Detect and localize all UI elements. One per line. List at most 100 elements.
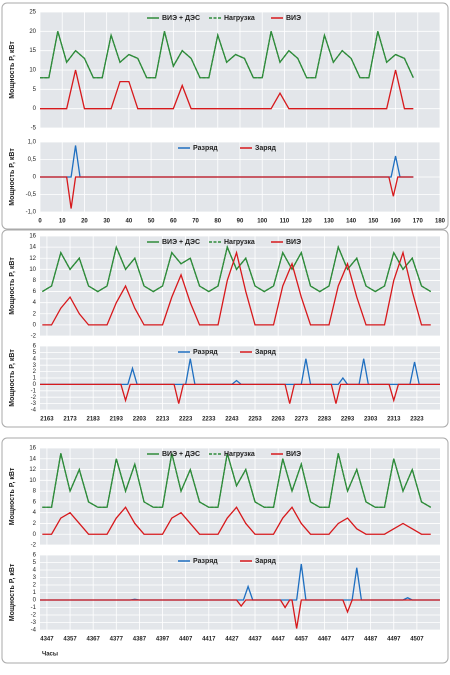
- legend-label: Заряд: [255, 349, 277, 356]
- y-tick-label: -3: [31, 401, 37, 407]
- y-tick-label: 6: [33, 344, 37, 350]
- x-tick-label: 70: [192, 219, 199, 225]
- x-tick-label: 2253: [248, 417, 262, 423]
- series-line: [40, 69, 414, 110]
- x-tick-label: 4487: [364, 637, 378, 643]
- plot-area: [40, 236, 440, 336]
- y-tick-label: 10: [29, 478, 36, 484]
- y-tick-label: 0: [33, 382, 37, 388]
- x-tick-label: 4497: [387, 637, 401, 643]
- x-tick-label: 130: [324, 219, 335, 225]
- y-tick-label: 4: [33, 568, 37, 574]
- y-tick-label: -0,5: [26, 192, 37, 198]
- y-tick-label: 10: [29, 267, 36, 273]
- x-axis-label: Часы: [42, 652, 58, 658]
- y-tick-label: 2: [33, 583, 37, 589]
- y-tick-label: 14: [29, 245, 36, 251]
- x-tick-label: 2303: [364, 417, 378, 423]
- y-tick-label: 0,5: [28, 157, 37, 163]
- y-tick-label: 10: [29, 68, 36, 74]
- y-tick-label: 12: [29, 467, 36, 473]
- x-tick-label: 170: [413, 219, 424, 225]
- y-tick-label: 6: [33, 553, 37, 559]
- x-tick-label: 2283: [318, 417, 332, 423]
- x-tick-label: 20: [81, 219, 88, 225]
- y-axis-label: Мощность P, кВт: [9, 467, 16, 525]
- y-tick-label: 0: [33, 598, 37, 604]
- x-tick-label: 4357: [63, 637, 77, 643]
- x-tick-label: 4437: [248, 637, 262, 643]
- series-line: [42, 250, 431, 326]
- legend-label: ВИЭ: [286, 15, 301, 22]
- series-line: [41, 245, 432, 293]
- series-line: [40, 599, 440, 629]
- y-tick-label: -1: [31, 605, 37, 611]
- x-tick-label: 2263: [271, 417, 285, 423]
- y-tick-label: 0: [33, 106, 37, 112]
- y-tick-label: 0: [33, 532, 37, 538]
- series-line: [42, 453, 432, 508]
- x-tick-label: 110: [280, 219, 290, 225]
- x-tick-label: 2163: [40, 417, 54, 423]
- x-tick-label: 4417: [202, 637, 216, 643]
- y-tick-label: -2: [31, 613, 37, 619]
- legend-label: Разряд: [193, 558, 218, 565]
- legend-label: Разряд: [193, 349, 218, 356]
- legend-label: ВИЭ + ДЭС: [162, 239, 200, 246]
- y-axis-label: Мощность P, кВт: [9, 41, 16, 99]
- y-tick-label: -5: [31, 126, 37, 132]
- legend-label: ВИЭ: [286, 239, 301, 246]
- y-tick-label: 6: [33, 499, 37, 505]
- legend-label: Разряд: [193, 145, 218, 152]
- y-axis-label: Мощность P, кВт: [9, 349, 16, 407]
- x-tick-label: 180: [435, 219, 446, 225]
- y-tick-label: 3: [33, 363, 37, 369]
- y-tick-label: 8: [33, 489, 37, 495]
- x-tick-label: 0: [38, 219, 42, 225]
- y-axis-label: Мощность P, кВт: [9, 257, 16, 315]
- y-tick-label: 5: [33, 560, 37, 566]
- legend-label: Заряд: [255, 145, 277, 152]
- legend-label: ВИЭ + ДЭС: [162, 15, 200, 22]
- x-tick-label: 4477: [341, 637, 355, 643]
- series-line: [40, 383, 440, 404]
- plot-area: [40, 448, 440, 545]
- x-tick-label: 2293: [341, 417, 355, 423]
- y-tick-label: -4: [31, 408, 37, 414]
- y-tick-label: 1: [33, 590, 37, 596]
- x-tick-label: 4397: [156, 637, 170, 643]
- y-tick-label: -2: [31, 334, 37, 340]
- y-tick-label: 0: [33, 175, 37, 181]
- x-tick-label: 120: [302, 219, 313, 225]
- series-line: [40, 176, 414, 209]
- x-tick-label: 140: [346, 219, 357, 225]
- y-tick-label: 4: [33, 300, 37, 306]
- x-tick-label: 2223: [179, 417, 193, 423]
- x-tick-label: 50: [148, 219, 155, 225]
- legend-label: Нагрузка: [224, 239, 255, 246]
- legend-label: Нагрузка: [224, 15, 255, 22]
- y-tick-label: -2: [31, 543, 37, 549]
- y-tick-label: 6: [33, 289, 37, 295]
- y-tick-label: 14: [29, 456, 36, 462]
- series-line: [42, 506, 431, 535]
- x-tick-label: 60: [170, 219, 177, 225]
- y-tick-label: -3: [31, 620, 37, 626]
- x-tick-label: 2323: [410, 417, 424, 423]
- x-tick-label: 2213: [156, 417, 170, 423]
- y-axis-label: Мощность P, кВт: [9, 563, 16, 621]
- x-tick-label: 2173: [63, 417, 77, 423]
- x-tick-label: 40: [126, 219, 133, 225]
- y-tick-label: -1,0: [26, 210, 37, 216]
- x-tick-label: 4427: [225, 637, 239, 643]
- x-tick-label: 2243: [225, 417, 239, 423]
- x-tick-label: 4467: [318, 637, 332, 643]
- legend-label: ВИЭ + ДЭС: [162, 451, 200, 458]
- x-tick-label: 2233: [202, 417, 216, 423]
- x-tick-label: 100: [257, 219, 268, 225]
- y-tick-label: 2: [33, 311, 37, 317]
- x-tick-label: 30: [103, 219, 110, 225]
- y-tick-label: 3: [33, 575, 37, 581]
- group-frame: [1, 437, 449, 664]
